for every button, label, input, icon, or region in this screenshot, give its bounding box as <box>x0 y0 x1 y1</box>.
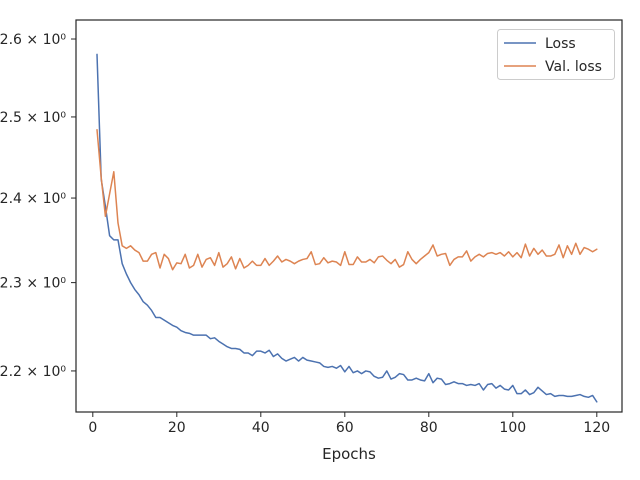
x-tick-label: 120 <box>583 420 610 436</box>
series-line-loss <box>96 53 598 403</box>
x-tick-label: 100 <box>499 420 526 436</box>
x-tick-label: 20 <box>168 420 186 436</box>
legend-box <box>497 29 615 80</box>
x-axis-ticks: 0 20 40 60 80 100 120 <box>88 412 610 436</box>
x-tick-label: 40 <box>252 420 270 436</box>
x-tick-label: 0 <box>88 420 97 436</box>
plot-frame <box>75 19 623 413</box>
x-axis-title: Epochs <box>322 445 376 463</box>
y-axis-ticks: 2.2 × 10⁰ 2.3 × 10⁰ 2.4 × 10⁰ 2.5 × 10⁰ 2.6 … <box>0 32 76 380</box>
x-tick-label: 60 <box>336 420 354 436</box>
y-tick-label: 2.3 × 10⁰ <box>0 276 66 292</box>
series-line-val-loss <box>96 128 598 271</box>
legend: Loss Val. loss <box>497 29 615 80</box>
y-tick-label: 2.5 × 10⁰ <box>0 110 66 126</box>
y-tick-label: 2.2 × 10⁰ <box>0 364 66 380</box>
y-tick-label: 2.4 × 10⁰ <box>0 191 66 207</box>
x-tick-label: 80 <box>420 420 438 436</box>
y-tick-label: 2.6 × 10⁰ <box>0 32 66 48</box>
series-layer <box>96 53 598 403</box>
legend-label-val-loss: Val. loss <box>545 59 602 75</box>
legend-label-loss: Loss <box>545 36 576 52</box>
